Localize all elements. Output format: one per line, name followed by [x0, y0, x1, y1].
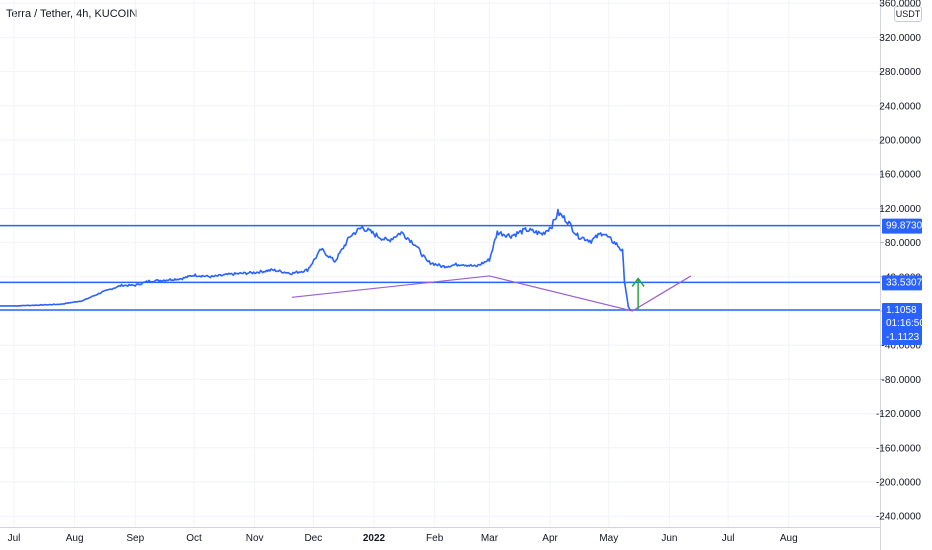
y-tick-label: -200.0000: [876, 478, 921, 489]
current-price-tag-text: 1.1058: [886, 305, 917, 316]
y-tick-label: 280.0000: [879, 67, 921, 78]
y-tick-label: -80.0000: [882, 375, 922, 386]
x-tick-label: Nov: [246, 533, 264, 544]
x-tick-label: Mar: [481, 533, 499, 544]
x-tick-label: Jul: [722, 533, 735, 544]
trendlines[interactable]: [291, 275, 692, 312]
axis-labels: 360.0000 320.0000 280.0000 240.0000 200.0000…: [8, 0, 926, 544]
x-tick-label: Jul: [8, 533, 21, 544]
crosshair-price-tag-bg: [882, 330, 922, 346]
y-tick-label: 80.0000: [885, 238, 922, 249]
y-tick-label: 200.0000: [879, 136, 921, 147]
y-tick-label: 320.0000: [879, 33, 921, 44]
x-tick-label: Apr: [542, 533, 558, 544]
level-tag-99: 99.8730: [882, 218, 923, 234]
x-tick-label: May: [599, 533, 618, 544]
axes: [0, 0, 881, 550]
price-line: [0, 208, 631, 311]
x-tick-label: Jun: [661, 533, 677, 544]
y-tick-label: -240.0000: [876, 512, 921, 523]
current-price-tag: 1.1058 01:16:50: [882, 303, 925, 332]
level-tag-33: 33.5307: [882, 275, 923, 291]
current-price-tag-text: 01:16:50: [886, 318, 925, 329]
price-series: [0, 208, 631, 311]
arrow-head: [631, 277, 645, 287]
y-tick-label: 120.0000: [879, 204, 921, 215]
level-tag-99-bg: [882, 218, 922, 234]
horizontal-levels[interactable]: [0, 224, 880, 311]
y-tick-label: -40.0000: [882, 341, 922, 352]
crosshair-price-tag: -1.1123: [882, 330, 922, 346]
x-tick-label: Aug: [780, 533, 798, 544]
x-tick-label: Oct: [186, 533, 202, 544]
y-tick-label: -160.0000: [876, 443, 921, 454]
currency-unit-button[interactable]: USDT: [894, 6, 922, 22]
grid: [0, 0, 880, 527]
chart-title: Terra / Tether, 4h, KUCOIN: [6, 8, 138, 20]
level-tag-33-text: 33.5307: [886, 277, 923, 288]
level-tag-99-text: 99.8730: [886, 221, 923, 232]
x-tick-label: Feb: [426, 533, 444, 544]
y-tick-label: 360.0000: [879, 0, 921, 10]
trendline: [291, 275, 692, 312]
y-tick-label: 160.0000: [879, 170, 921, 181]
level-tag-33-bg: [882, 275, 922, 291]
x-tick-label: Sep: [126, 533, 144, 544]
x-tick-label: 2022: [363, 533, 386, 544]
current-price-tag-bg: [882, 303, 922, 332]
up-arrow[interactable]: [631, 277, 645, 311]
y-tick-label: 240.0000: [879, 101, 921, 112]
x-tick-label: Dec: [304, 533, 322, 544]
y-tick-label: -120.0000: [876, 409, 921, 420]
crosshair-price-tag-text: -1.1123: [886, 332, 920, 343]
x-tick-label: Aug: [66, 533, 84, 544]
